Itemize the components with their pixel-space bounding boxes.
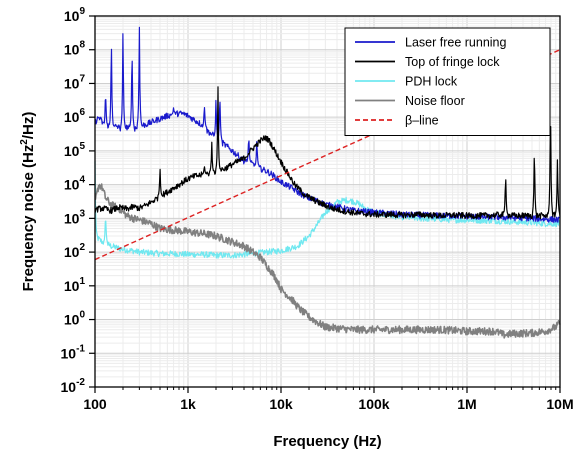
axis-ticks: [89, 15, 561, 393]
plot-frame: [94, 15, 561, 388]
y-tick-label: 103: [64, 208, 86, 226]
y-tick-label: 10-1: [61, 343, 86, 361]
y-tick-label: 105: [64, 141, 86, 159]
x-tick-labels: 100 1k 10k 100k 1M 10M: [83, 396, 573, 412]
legend: Laser free running Top of fringe lock PDH …: [344, 27, 551, 136]
series-line-noise-floor: [94, 183, 561, 339]
legend-label: Noise floor: [405, 94, 465, 108]
x-tick-label: 1k: [180, 396, 196, 412]
y-tick-label: 106: [64, 107, 86, 125]
series-line-pdh-lock: [94, 161, 561, 259]
y-tick-label: 10-2: [61, 377, 86, 395]
x-axis-title: Frequency (Hz): [273, 433, 381, 450]
legend-label: Laser free running: [405, 36, 507, 50]
y-tick-label: 100: [64, 310, 86, 328]
legend-label: β–line: [405, 114, 439, 128]
series-line-laser-free-running: [94, 26, 561, 223]
y-tick-label: 101: [64, 276, 86, 294]
y-tick-label: 108: [64, 40, 86, 58]
legend-label: Top of fringe lock: [405, 55, 500, 69]
x-tick-label: 10M: [546, 396, 573, 412]
x-tick-label: 100k: [358, 396, 389, 412]
y-tick-labels: 10-2 10-1 100 101 102 103 104 105 106 107 108 109: [61, 6, 86, 395]
series-line-top-of-fringe-lock: [94, 86, 561, 220]
y-axis-title: Frequency noise (Hz2/Hz): [19, 112, 37, 292]
y-tick-label: 102: [64, 242, 86, 260]
y-tick-label: 107: [64, 73, 86, 91]
y-tick-label: 109: [64, 6, 86, 24]
legend-label: PDH lock: [405, 75, 458, 89]
x-tick-label: 100: [83, 396, 107, 412]
x-tick-label: 10k: [269, 396, 293, 412]
x-tick-label: 1M: [457, 396, 476, 412]
y-tick-label: 104: [64, 175, 86, 193]
